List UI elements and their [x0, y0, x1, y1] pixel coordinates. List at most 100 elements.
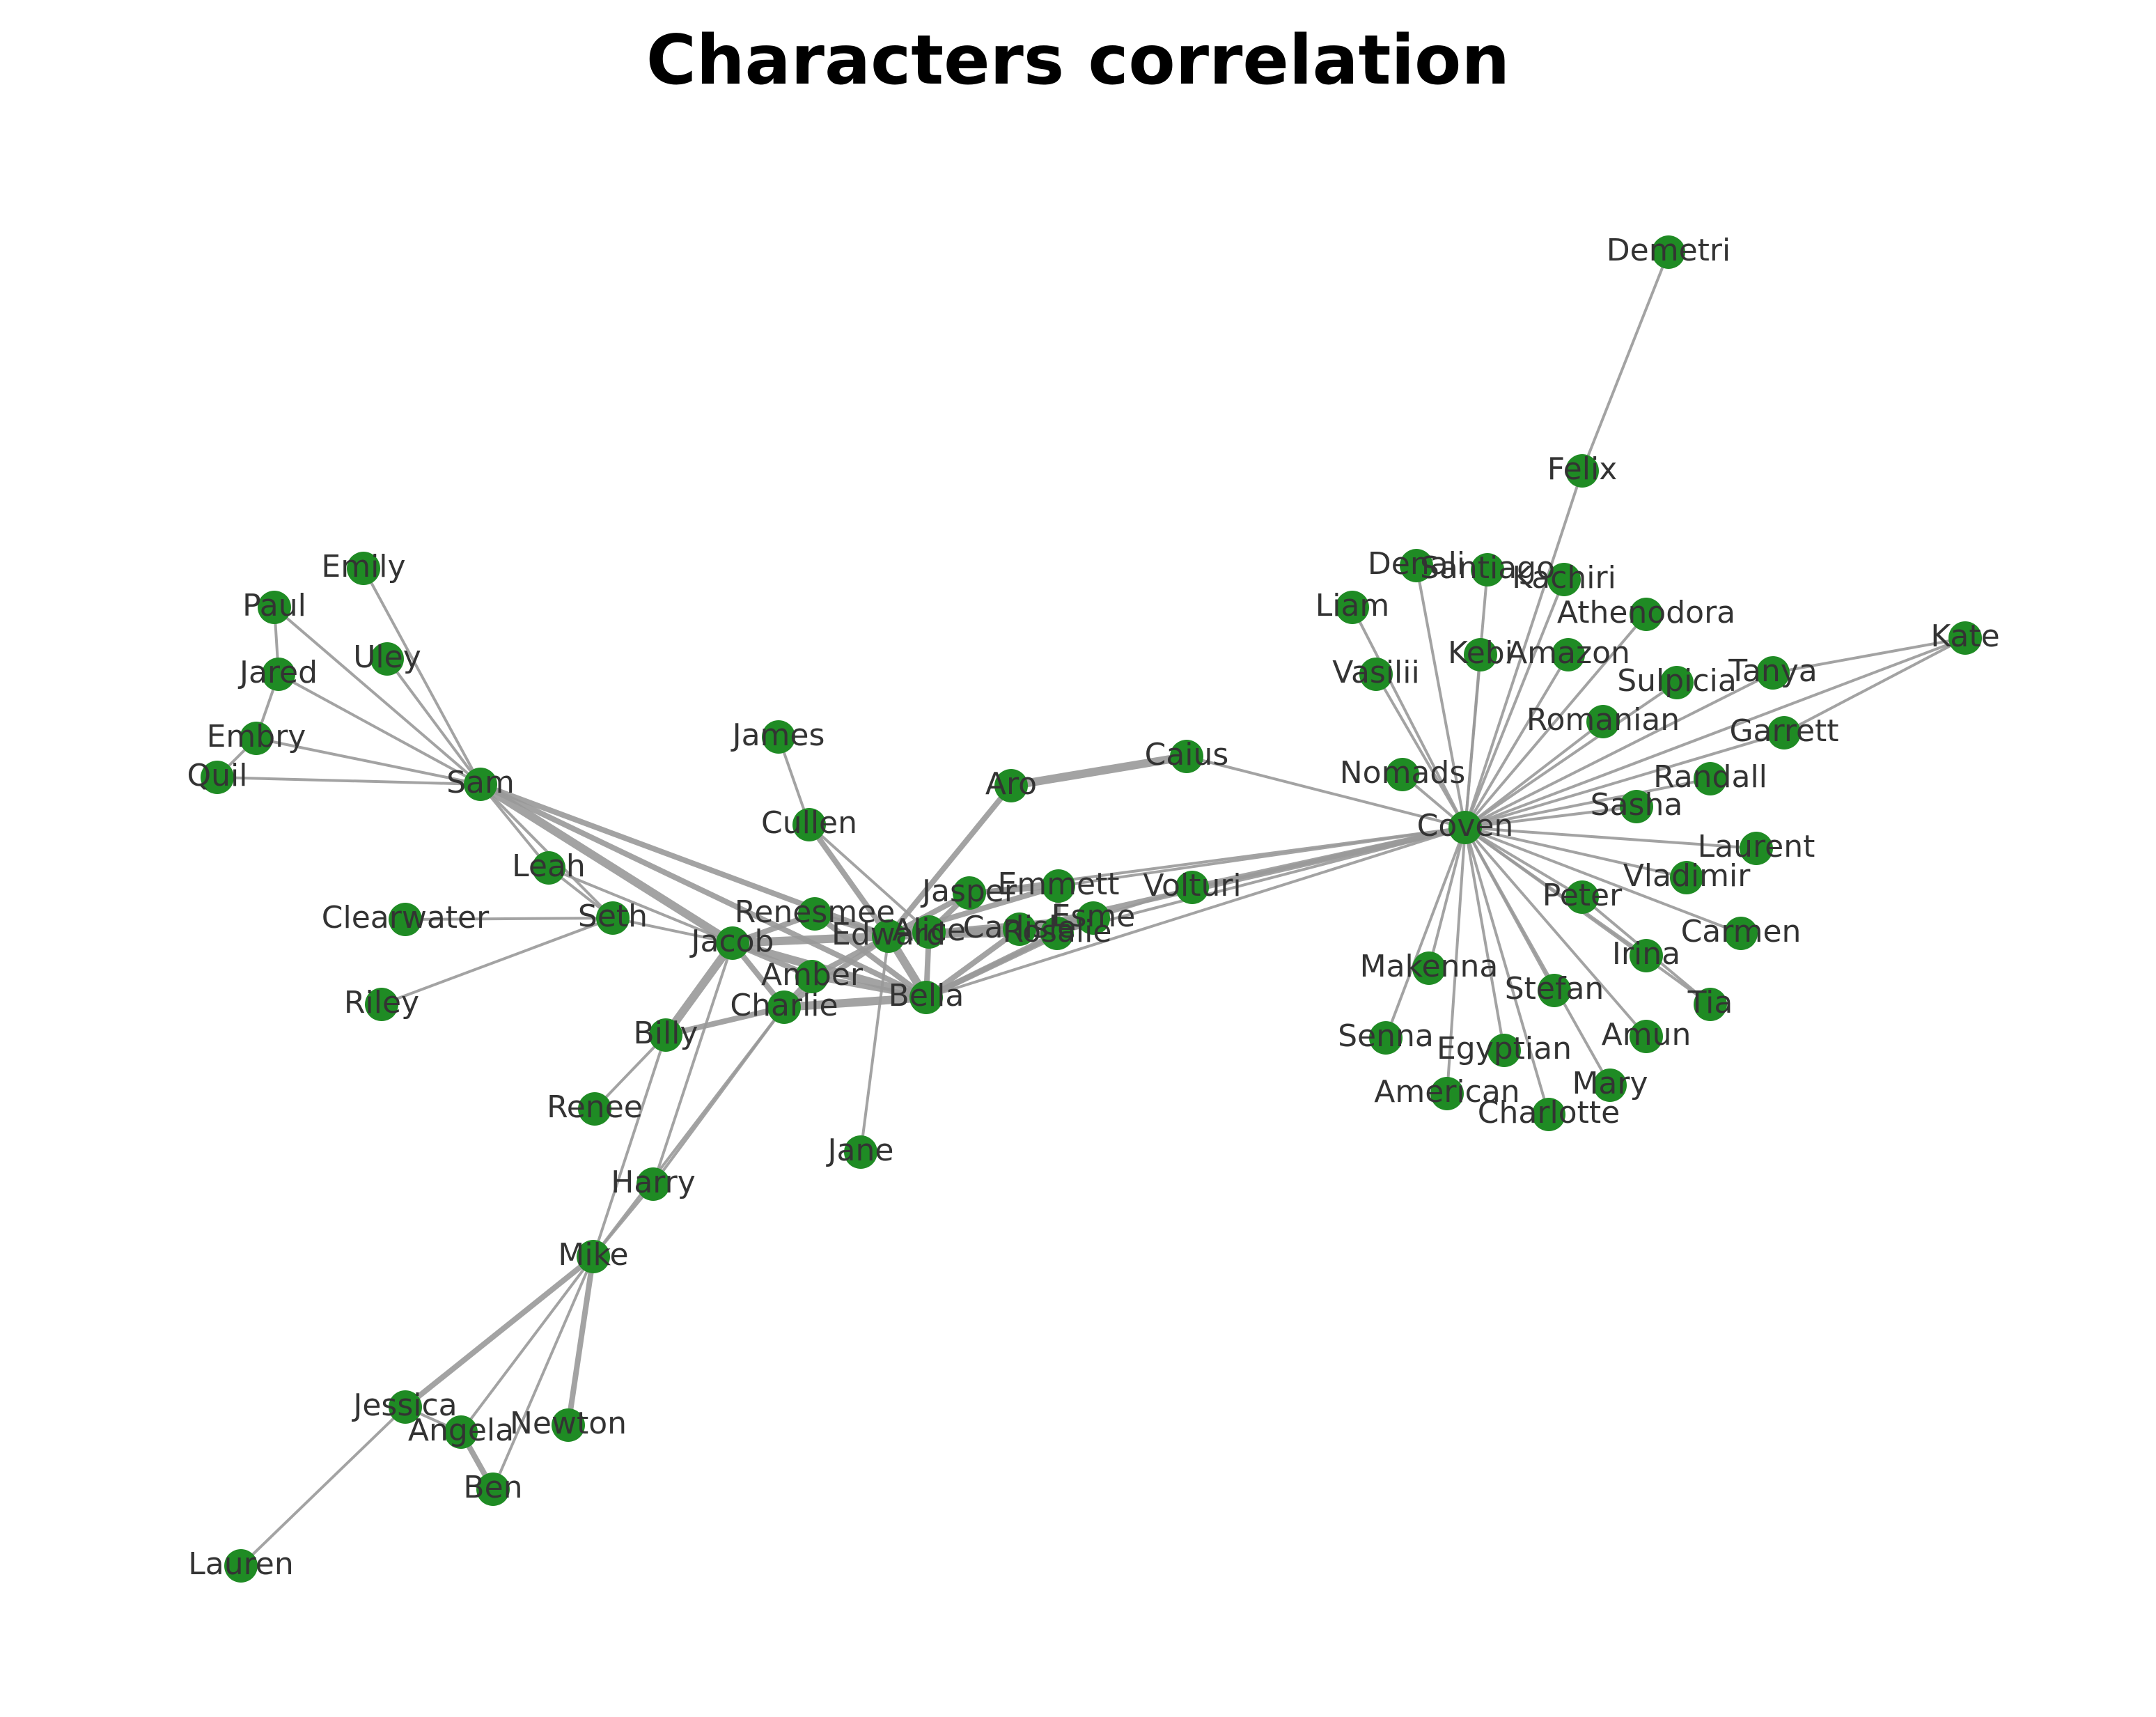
edge-alice-rosalie: [926, 929, 1060, 936]
node-aro: [994, 769, 1028, 802]
node-label-emmett: Emmett: [997, 867, 1119, 902]
node-label-vasilii: Vasilii: [1332, 655, 1419, 690]
node-sam: [464, 768, 497, 801]
node-label-amber: Amber: [761, 957, 864, 993]
edge-embry-sam: [255, 737, 482, 786]
edge-coven-athenodora: [1464, 613, 1648, 829]
node-label-paul: Paul: [242, 588, 306, 623]
node-makenna: [1412, 951, 1446, 985]
node-label-garrett: Garrett: [1729, 713, 1838, 749]
node-jessica: [389, 1390, 422, 1424]
edge-coven-egyptian: [1464, 826, 1506, 1052]
edge-caius-coven: [1185, 755, 1467, 829]
node-uley: [370, 642, 404, 676]
node-emmett: [1042, 869, 1075, 903]
node-label-jasper: Jasper: [920, 873, 1017, 909]
node-felix: [1565, 454, 1599, 488]
edge-aro-caius: [1007, 752, 1191, 790]
node-amazon: [1552, 638, 1585, 671]
edge-jared-sam: [277, 673, 482, 786]
node-label-angela: Angela: [408, 1413, 514, 1448]
node-label-embry: Embry: [207, 719, 306, 754]
node-renee: [578, 1092, 611, 1126]
edge-jacob-edward: [728, 932, 893, 947]
node-sasha: [1620, 790, 1653, 823]
node-seth: [596, 901, 630, 935]
node-label-denali: Denali: [1368, 546, 1465, 582]
node-mary: [1593, 1069, 1627, 1102]
edge-coven-charlotte: [1464, 826, 1550, 1116]
node-label-rosalie: Rosalie: [1003, 914, 1112, 949]
edge-coven-laurent: [1464, 826, 1758, 850]
node-label-sasha: Sasha: [1591, 787, 1683, 823]
edge-sam-leah: [479, 783, 550, 869]
edge-quil-sam: [216, 776, 482, 786]
edge-coven-amun: [1464, 826, 1648, 1038]
node-caius: [1170, 740, 1203, 773]
edge-coven-romanian: [1464, 720, 1604, 829]
node-charlie: [767, 990, 801, 1024]
edge-kate-garrett: [1783, 637, 1967, 734]
edge-mike-ben: [492, 1255, 595, 1491]
node-label-kebi: Kebi: [1448, 635, 1513, 671]
node-label-seth: Seth: [578, 899, 648, 934]
node-randall: [1694, 762, 1727, 795]
edge-felix-coven: [1464, 469, 1584, 829]
node-label-alice: Alice: [892, 912, 966, 948]
node-label-kachiri: Kachiri: [1512, 560, 1616, 596]
node-label-cullen: Cullen: [761, 805, 857, 841]
node-label-romanian: Romanian: [1526, 702, 1680, 738]
node-billy: [649, 1018, 682, 1052]
node-label-lauren: Lauren: [188, 1546, 293, 1582]
node-label-jane: Jane: [826, 1133, 894, 1168]
edge-renesmee-bella: [812, 911, 929, 1000]
edge-mike-newton: [565, 1254, 596, 1428]
node-carlisle: [1003, 912, 1036, 946]
node-label-mike: Mike: [558, 1237, 628, 1273]
node-amber: [795, 960, 829, 993]
node-label-stefan: Stefan: [1505, 971, 1604, 1007]
node-label-coven: Coven: [1417, 808, 1514, 844]
node-alice: [912, 915, 946, 949]
node-label-charlotte: Charlotte: [1478, 1095, 1620, 1131]
edge-coven-tia: [1464, 826, 1712, 1006]
node-newton: [552, 1408, 585, 1442]
node-garrett: [1767, 716, 1801, 749]
node-renesmee: [798, 897, 831, 931]
node-vladimir: [1670, 861, 1703, 894]
edge-esme-volturi: [1092, 886, 1194, 919]
edge-edward-aro: [886, 783, 1014, 939]
node-sulpicia: [1660, 666, 1694, 699]
node-tia: [1694, 988, 1727, 1021]
node-label-randall: Randall: [1653, 759, 1767, 795]
node-kate: [1948, 621, 1982, 655]
edge-coven-vladimir: [1464, 826, 1688, 879]
node-clearwater: [389, 903, 422, 936]
node-label-amun: Amun: [1602, 1017, 1692, 1052]
edge-coven-kebi: [1464, 653, 1482, 829]
node-label-senna: Senna: [1338, 1018, 1434, 1054]
node-label-emily: Emily: [321, 549, 405, 584]
node-label-tanya: Tanya: [1728, 653, 1817, 689]
edge-coven-kate: [1464, 637, 1967, 829]
node-leah: [532, 851, 565, 885]
node-tanya: [1756, 656, 1790, 690]
node-label-caius: Caius: [1145, 737, 1229, 772]
node-mike: [577, 1240, 610, 1273]
edge-cullen-edward: [806, 822, 891, 939]
node-label-demetri: Demetri: [1607, 233, 1731, 268]
node-label-kate: Kate: [1930, 619, 1999, 654]
node-edward: [872, 919, 905, 953]
node-label-ben: Ben: [463, 1470, 522, 1505]
node-egyptian: [1487, 1034, 1521, 1067]
node-label-athenodora: Athenodora: [1557, 595, 1735, 630]
edge-coven-sasha: [1464, 805, 1638, 829]
node-nomads: [1386, 758, 1419, 791]
node-label-jacob: Jacob: [689, 924, 774, 959]
node-riley: [365, 988, 398, 1021]
edge-jacob-billy: [662, 939, 737, 1039]
node-label-billy: Billy: [634, 1016, 698, 1051]
node-cullen: [792, 808, 826, 841]
graph-title: Characters correlation: [646, 21, 1510, 100]
